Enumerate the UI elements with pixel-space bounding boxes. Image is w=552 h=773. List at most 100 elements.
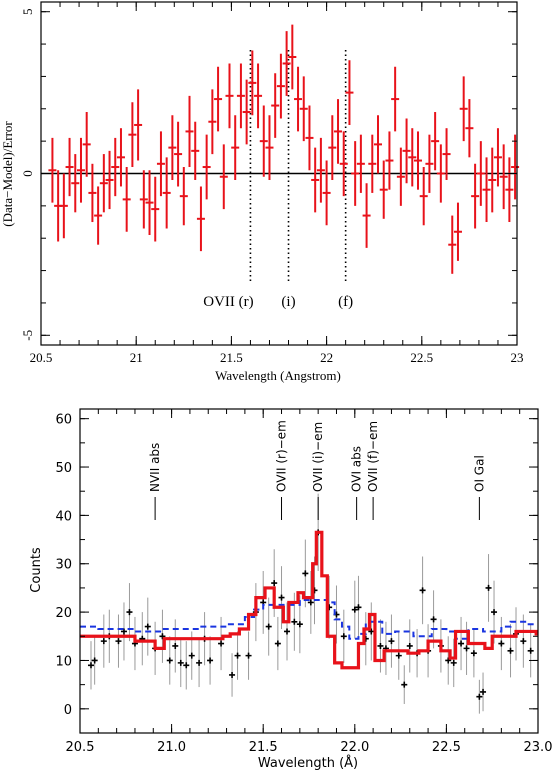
y-tick-label: 60	[55, 413, 72, 428]
count-point	[172, 642, 179, 649]
count-point	[307, 599, 314, 606]
residuals-plot-frame	[40, 1, 518, 346]
count-point	[91, 657, 98, 664]
count-point	[463, 645, 470, 652]
x-tick-label: 22	[320, 350, 333, 365]
count-point	[430, 616, 437, 623]
count-point	[470, 650, 477, 657]
count-point	[177, 659, 184, 666]
count-point	[302, 570, 309, 577]
x-tick-label: 23	[511, 350, 524, 365]
line-label-3: (f)	[338, 294, 353, 310]
count-point	[144, 623, 151, 630]
count-point	[401, 681, 408, 688]
count-point	[491, 609, 498, 616]
count-point	[355, 604, 362, 611]
count-point	[498, 640, 505, 647]
count-point	[458, 640, 465, 647]
count-point	[159, 633, 166, 640]
x-tick-label: 21	[130, 350, 143, 365]
count-point	[368, 628, 375, 635]
count-point	[377, 642, 384, 649]
annotation-label: OVII (i)−em	[311, 422, 325, 492]
annotation-label: NVII abs	[148, 443, 162, 492]
y-tick-label: 40	[55, 509, 72, 524]
count-point	[284, 628, 291, 635]
count-point	[100, 638, 107, 645]
count-point	[234, 652, 241, 659]
count-point	[126, 609, 133, 616]
count-point	[296, 621, 303, 628]
count-point	[291, 618, 298, 625]
count-point	[188, 652, 195, 659]
count-point	[265, 623, 272, 630]
count-point	[229, 671, 236, 678]
counts-y-axis-label: Counts	[29, 547, 44, 593]
count-point	[87, 662, 94, 669]
count-point	[196, 659, 203, 666]
x-tick-label: 21.5	[249, 740, 278, 755]
x-tick-label: 22.0	[340, 740, 369, 755]
line-label-1: OVII (r)	[203, 294, 253, 310]
x-tick-label: 21.5	[220, 350, 243, 365]
count-point	[445, 657, 452, 664]
count-point	[183, 662, 190, 669]
residuals-marks	[41, 24, 520, 283]
count-point	[507, 647, 514, 654]
count-point	[340, 633, 347, 640]
count-point	[271, 580, 278, 587]
y-tick-label: 5	[20, 8, 35, 15]
residuals-line-labels: OVII (r) (i) (f)	[203, 294, 353, 310]
counts-red-solid-model	[80, 530, 538, 670]
y-tick-label: 30	[55, 558, 72, 573]
counts-data-points	[87, 493, 534, 714]
residuals-y-axis-label: (Data−Model)/Error	[0, 121, 15, 227]
x-tick-label: 20.5	[66, 740, 95, 755]
count-point	[485, 584, 492, 591]
x-tick-label: 22.5	[410, 350, 433, 365]
x-tick-label: 21.0	[157, 740, 186, 755]
count-point	[406, 642, 413, 649]
count-point	[274, 640, 281, 647]
count-point	[218, 640, 225, 647]
y-tick-label: 20	[55, 606, 72, 621]
count-point	[278, 594, 285, 601]
count-point	[476, 693, 483, 700]
counts-tick-labels: 20.5 21.0 21.5 22.0 22.5 23.0 0 10 20 30 40 50 60	[55, 413, 552, 755]
counts-panel: NVII abs OVII (r)−em OVII (i)−em OVI abs OVI…	[29, 408, 552, 771]
x-tick-label: 20.5	[30, 350, 53, 365]
count-point	[120, 628, 127, 635]
count-point	[527, 647, 534, 654]
residuals-panel: 20.5 21 21.5 22 22.5 23 -5 0 5 OVII (r) (i) (f) Wa…	[0, 1, 524, 383]
count-point	[351, 606, 358, 613]
residuals-tick-labels: 20.5 21 21.5 22 22.5 23 -5 0 5	[20, 8, 524, 365]
count-point	[245, 652, 252, 659]
annotation-label: OI Gal	[472, 455, 486, 492]
count-point	[115, 638, 122, 645]
count-point	[450, 659, 457, 666]
x-tick-label: 23.0	[524, 740, 552, 755]
annotation-label: OVII (r)−em	[275, 420, 289, 492]
x-tick-label: 22.5	[432, 740, 461, 755]
y-tick-label: 0	[20, 170, 35, 177]
annotation-label: OVII (f)−em	[366, 421, 380, 492]
counts-plot-frame	[79, 408, 539, 734]
count-point	[419, 587, 426, 594]
y-tick-label: 0	[64, 703, 72, 718]
count-point	[388, 638, 395, 645]
y-tick-label: 50	[55, 461, 72, 476]
y-tick-label: -5	[20, 330, 35, 341]
count-point	[520, 638, 527, 645]
counts-x-axis-label: Wavelength (Å)	[258, 755, 358, 771]
y-tick-label: 10	[55, 654, 72, 669]
counts-line-annotations: NVII abs OVII (r)−em OVII (i)−em OVI abs OVI…	[148, 420, 486, 520]
count-point	[395, 652, 402, 659]
count-point	[207, 657, 214, 664]
residuals-x-axis-label: Wavelength (Angstrom)	[215, 368, 341, 383]
line-label-2: (i)	[281, 294, 295, 310]
count-point	[166, 657, 173, 664]
count-point	[480, 688, 487, 695]
annotation-label: OVI abs	[350, 446, 364, 492]
